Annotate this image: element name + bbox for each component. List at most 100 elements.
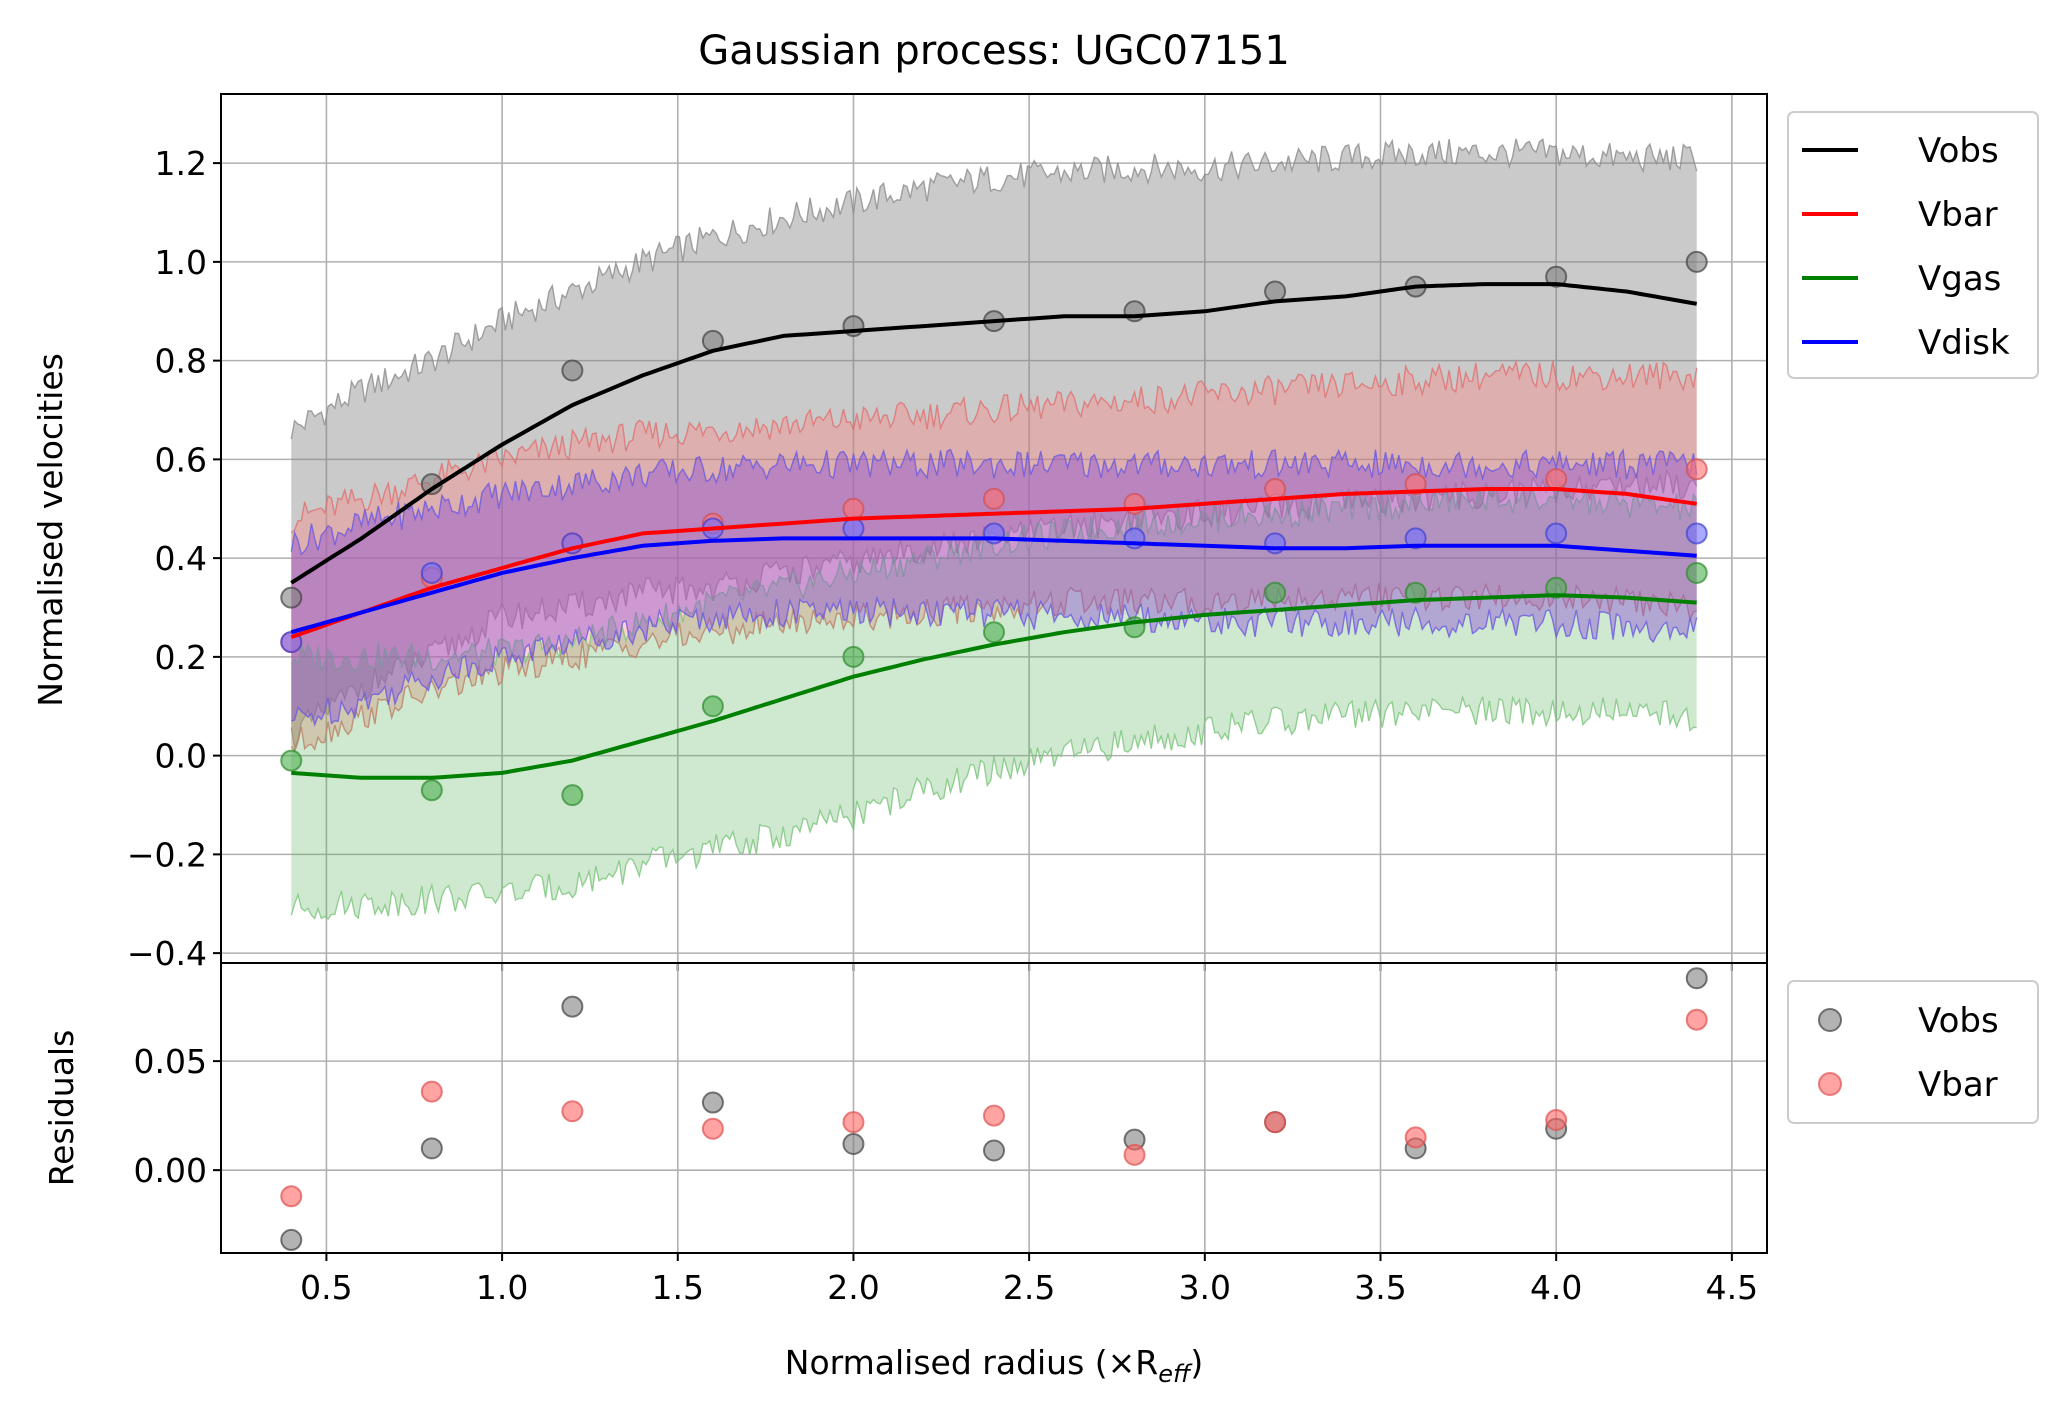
residual-point-vobs bbox=[842, 1132, 865, 1155]
data-point-vobs bbox=[1264, 280, 1287, 303]
residuals-y-ticks: 0.00 0.05 bbox=[134, 1042, 221, 1190]
residual-point-vobs bbox=[280, 1228, 303, 1251]
residuals-panel: 0.00 0.05 0.5 1.0 1.5 2.0 2.5 3.0 3.5 4.0 4.5 Res… bbox=[42, 962, 1768, 1388]
data-point-vobs bbox=[561, 359, 584, 382]
data-point-vdisk bbox=[1264, 532, 1287, 555]
y-tick-label: 1.2 bbox=[155, 144, 207, 183]
data-point-vdisk bbox=[1404, 527, 1427, 550]
confidence-band-vbar bbox=[291, 361, 1697, 752]
x-tick-label: 3.5 bbox=[1354, 1268, 1406, 1307]
band-upper-edge-vdisk bbox=[290, 448, 1698, 556]
y-tick-label: 1.0 bbox=[155, 243, 207, 282]
data-point-vobs bbox=[1545, 265, 1568, 288]
residuals-axes-frame bbox=[220, 962, 1768, 1254]
residual-point-vbar bbox=[1264, 1111, 1287, 1134]
residual-point-vbar bbox=[561, 1100, 584, 1123]
data-point-vbar bbox=[842, 497, 865, 520]
residuals-legend-box bbox=[1787, 980, 2039, 1124]
legend-label-vbar: Vbar bbox=[1918, 195, 1998, 235]
residual-point-vbar bbox=[1545, 1108, 1568, 1131]
x-axis-label-subscript: eff bbox=[1158, 1360, 1193, 1388]
x-ticks: 0.5 1.0 1.5 2.0 2.5 3.0 3.5 4.0 4.5 bbox=[300, 1253, 1758, 1307]
data-point-vbar bbox=[1685, 458, 1708, 481]
residual-point-vobs bbox=[561, 995, 584, 1018]
residual-point-vbar bbox=[1123, 1143, 1146, 1166]
velocity-legend-box bbox=[1787, 111, 2039, 379]
x-tick-label: 1.0 bbox=[476, 1268, 528, 1307]
velocity-y-ticks: −0.4 −0.2 0.0 0.2 0.4 0.6 0.8 1.0 1.2 bbox=[127, 144, 221, 973]
residuals-grid bbox=[221, 963, 1767, 1253]
y-axis-label-velocities: Normalised velocities bbox=[31, 353, 70, 707]
y-tick-label: 0.8 bbox=[155, 342, 207, 381]
mean-line-vdisk bbox=[290, 536, 1697, 635]
data-point-vgas bbox=[983, 621, 1005, 644]
data-point-vgas bbox=[1545, 576, 1568, 599]
x-tick-label: 1.5 bbox=[652, 1268, 704, 1307]
legend-label-vgas: Vgas bbox=[1918, 259, 2001, 299]
y-tick-label: 0.4 bbox=[155, 539, 207, 578]
legend-label-vobs: Vobs bbox=[1918, 131, 1999, 171]
data-point-vbar bbox=[1404, 473, 1427, 496]
data-point-vgas bbox=[842, 645, 865, 668]
y-tick-label: 0.00 bbox=[134, 1151, 207, 1190]
data-point-vgas bbox=[701, 695, 724, 718]
data-point-vgas bbox=[420, 779, 443, 802]
data-point-vbar bbox=[1264, 478, 1287, 500]
x-tick-label: 3.0 bbox=[1179, 1268, 1231, 1307]
data-point-vgas bbox=[561, 784, 584, 807]
y-axis-label-residuals: Residuals bbox=[42, 1030, 81, 1187]
gp-mean-lines bbox=[290, 282, 1698, 780]
band-upper-edge-vbar bbox=[290, 359, 1698, 534]
data-point-vobs bbox=[1123, 300, 1146, 323]
residuals-legend: Vobs Vbar bbox=[1787, 980, 2039, 1124]
residual-point-vobs bbox=[420, 1137, 443, 1160]
x-axis-label-main: Normalised radius (×R bbox=[785, 1343, 1158, 1382]
legend-marker-vbar bbox=[1818, 1072, 1842, 1096]
residual-points bbox=[280, 967, 1708, 1251]
data-point-vdisk bbox=[420, 561, 443, 584]
x-axis-label: Normalised radius (×Reff) bbox=[785, 1343, 1203, 1388]
residual-point-vbar bbox=[1404, 1126, 1427, 1149]
band-lower-edge-vbar bbox=[290, 581, 1697, 754]
residual-point-vobs bbox=[983, 1139, 1005, 1162]
confidence-band-vdisk bbox=[291, 449, 1697, 725]
residual-point-vbar bbox=[1685, 1008, 1708, 1031]
confidence-band-vobs bbox=[291, 138, 1697, 749]
data-point-vdisk bbox=[1545, 522, 1568, 545]
mean-line-vobs bbox=[290, 282, 1698, 585]
confidence-band-vgas bbox=[291, 484, 1697, 919]
residual-point-vbar bbox=[280, 1185, 303, 1208]
band-upper-edge-vgas bbox=[290, 483, 1698, 673]
data-point-vdisk bbox=[842, 517, 865, 540]
confidence-bands bbox=[290, 138, 1698, 921]
x-tick-label: 2.0 bbox=[827, 1268, 879, 1307]
legend-marker-vobs bbox=[1818, 1008, 1842, 1032]
data-point-vbar bbox=[1545, 468, 1568, 491]
legend-label-vdisk: Vdisk bbox=[1918, 323, 2010, 363]
y-tick-label: −0.2 bbox=[127, 835, 207, 874]
y-tick-label: 0.0 bbox=[155, 737, 207, 776]
residual-point-vobs bbox=[701, 1091, 724, 1114]
velocity-legend: Vobs Vbar Vgas Vdisk bbox=[1787, 111, 2039, 379]
y-tick-label: −0.4 bbox=[127, 934, 207, 973]
residual-point-vbar bbox=[701, 1117, 724, 1140]
band-upper-edge-vobs bbox=[290, 138, 1698, 440]
data-point-vbar bbox=[983, 487, 1005, 510]
x-tick-label: 2.5 bbox=[1003, 1268, 1055, 1307]
residual-point-vobs bbox=[1685, 967, 1708, 990]
data-point-vgas bbox=[280, 749, 303, 772]
y-tick-label: 0.05 bbox=[134, 1042, 207, 1081]
residual-point-vbar bbox=[842, 1111, 865, 1134]
data-point-vobs bbox=[1685, 250, 1708, 273]
x-axis-label-close: ) bbox=[1190, 1343, 1203, 1382]
legend-label-vbar: Vbar bbox=[1918, 1065, 1998, 1105]
data-point-vobs bbox=[280, 586, 303, 609]
velocity-panel: −0.4 −0.2 0.0 0.2 0.4 0.6 0.8 1.0 1.2 Normalised… bbox=[31, 93, 1768, 973]
band-lower-edge-vdisk bbox=[291, 595, 1698, 728]
data-point-vdisk bbox=[1685, 522, 1708, 545]
chart-title: Gaussian process: UGC07151 bbox=[698, 28, 1290, 74]
data-point-vgas bbox=[1685, 561, 1708, 584]
legend-label-vobs: Vobs bbox=[1918, 1001, 1999, 1041]
